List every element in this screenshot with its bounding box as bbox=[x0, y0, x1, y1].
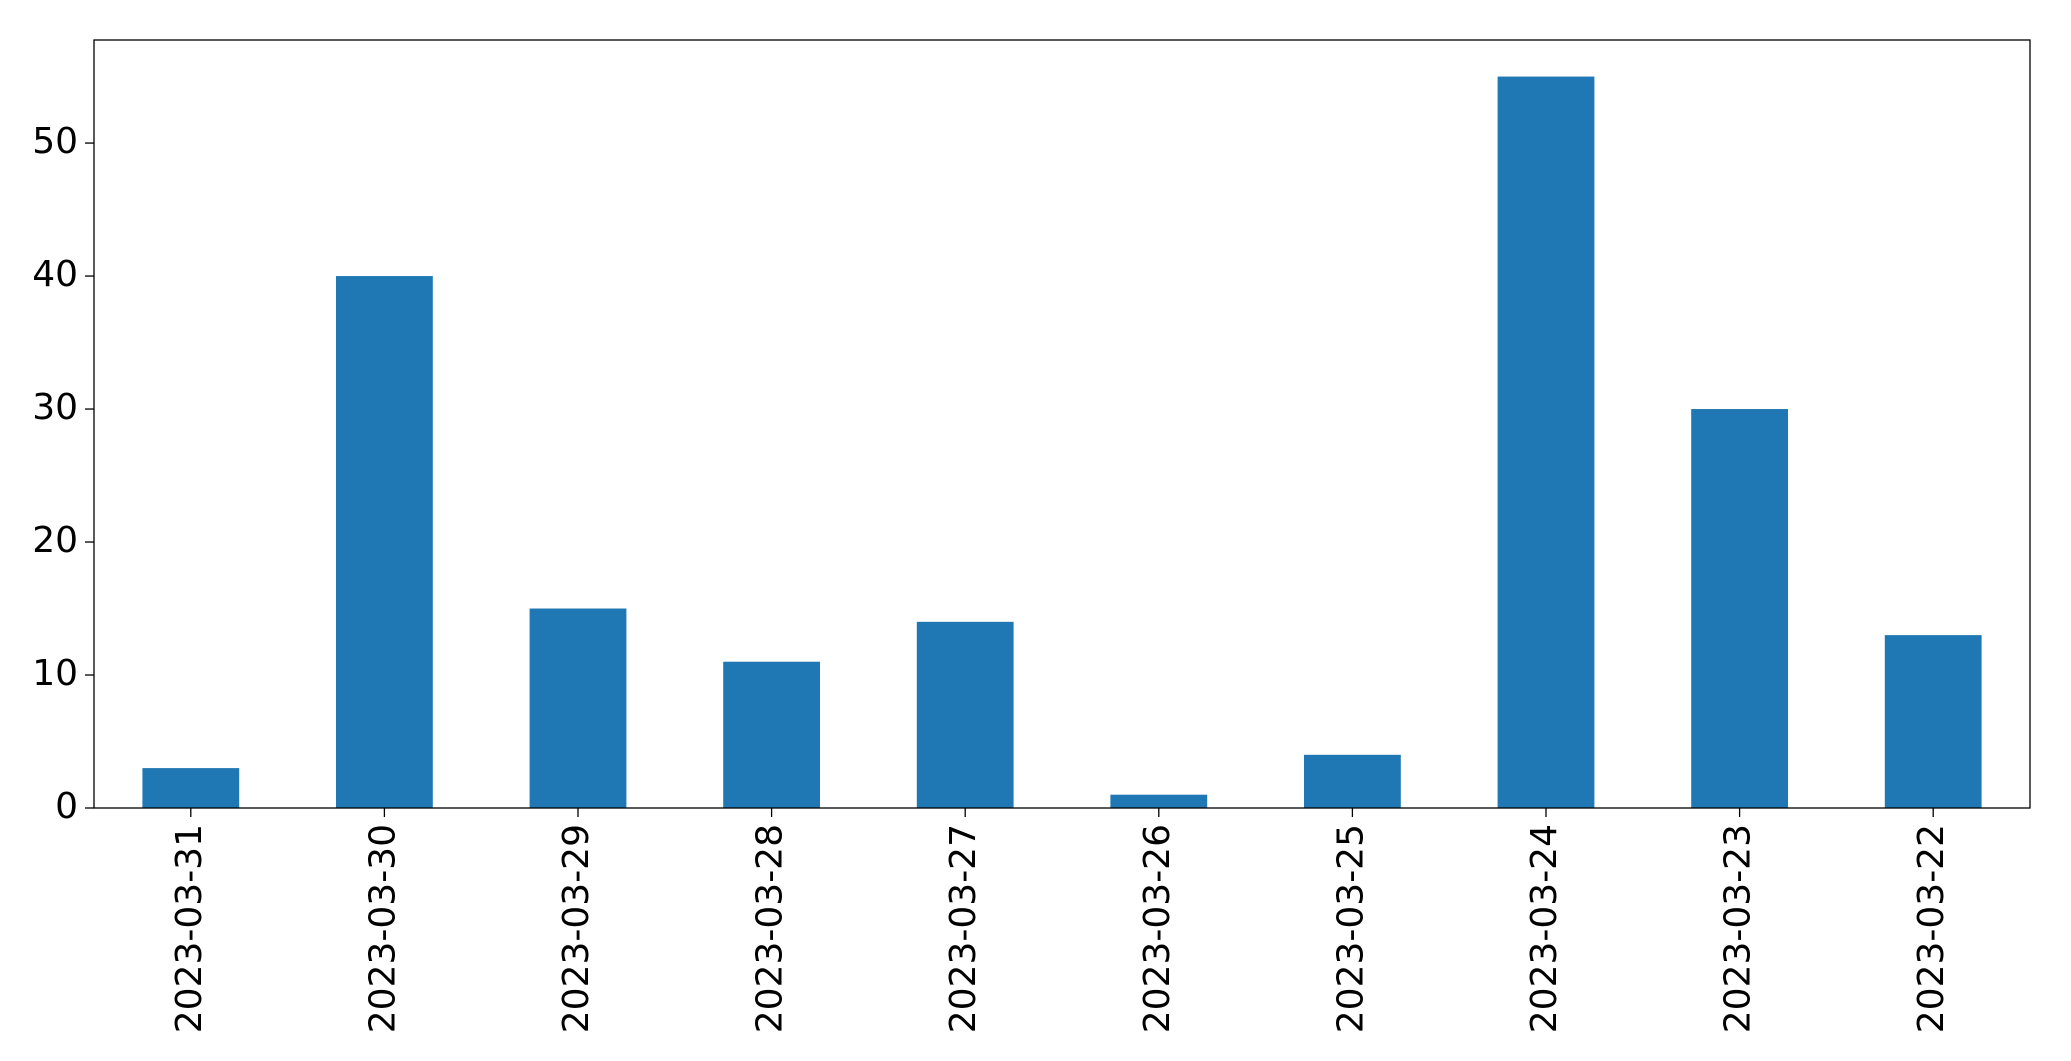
x-tick-label: 2023-03-25 bbox=[1330, 824, 1371, 1033]
y-tick-label: 30 bbox=[32, 387, 78, 428]
bar bbox=[529, 608, 627, 808]
bar bbox=[1497, 76, 1595, 809]
bar bbox=[723, 661, 820, 808]
y-tick-label: 50 bbox=[32, 121, 78, 162]
bar bbox=[336, 276, 433, 808]
x-tick-label: 2023-03-22 bbox=[1911, 824, 1952, 1033]
y-tick-label: 0 bbox=[55, 786, 78, 827]
bar bbox=[1884, 635, 1982, 808]
x-tick-label: 2023-03-28 bbox=[750, 824, 791, 1033]
bar bbox=[142, 768, 240, 808]
x-tick-label: 2023-03-27 bbox=[943, 824, 984, 1033]
bar bbox=[1691, 409, 1788, 808]
y-tick-label: 10 bbox=[32, 653, 78, 694]
y-tick-label: 40 bbox=[32, 254, 78, 295]
plot-frame bbox=[93, 39, 2031, 809]
bar bbox=[1304, 754, 1401, 808]
bar bbox=[1110, 794, 1208, 808]
x-tick-label: 2023-03-26 bbox=[1137, 824, 1178, 1033]
x-tick-label: 2023-03-31 bbox=[169, 824, 210, 1033]
x-tick-label: 2023-03-23 bbox=[1718, 824, 1759, 1033]
y-tick-label: 20 bbox=[32, 520, 78, 561]
x-tick-label: 2023-03-29 bbox=[556, 824, 597, 1033]
x-tick-label: 2023-03-24 bbox=[1524, 824, 1565, 1033]
bar bbox=[916, 621, 1014, 808]
x-tick-label: 2023-03-30 bbox=[362, 824, 403, 1033]
